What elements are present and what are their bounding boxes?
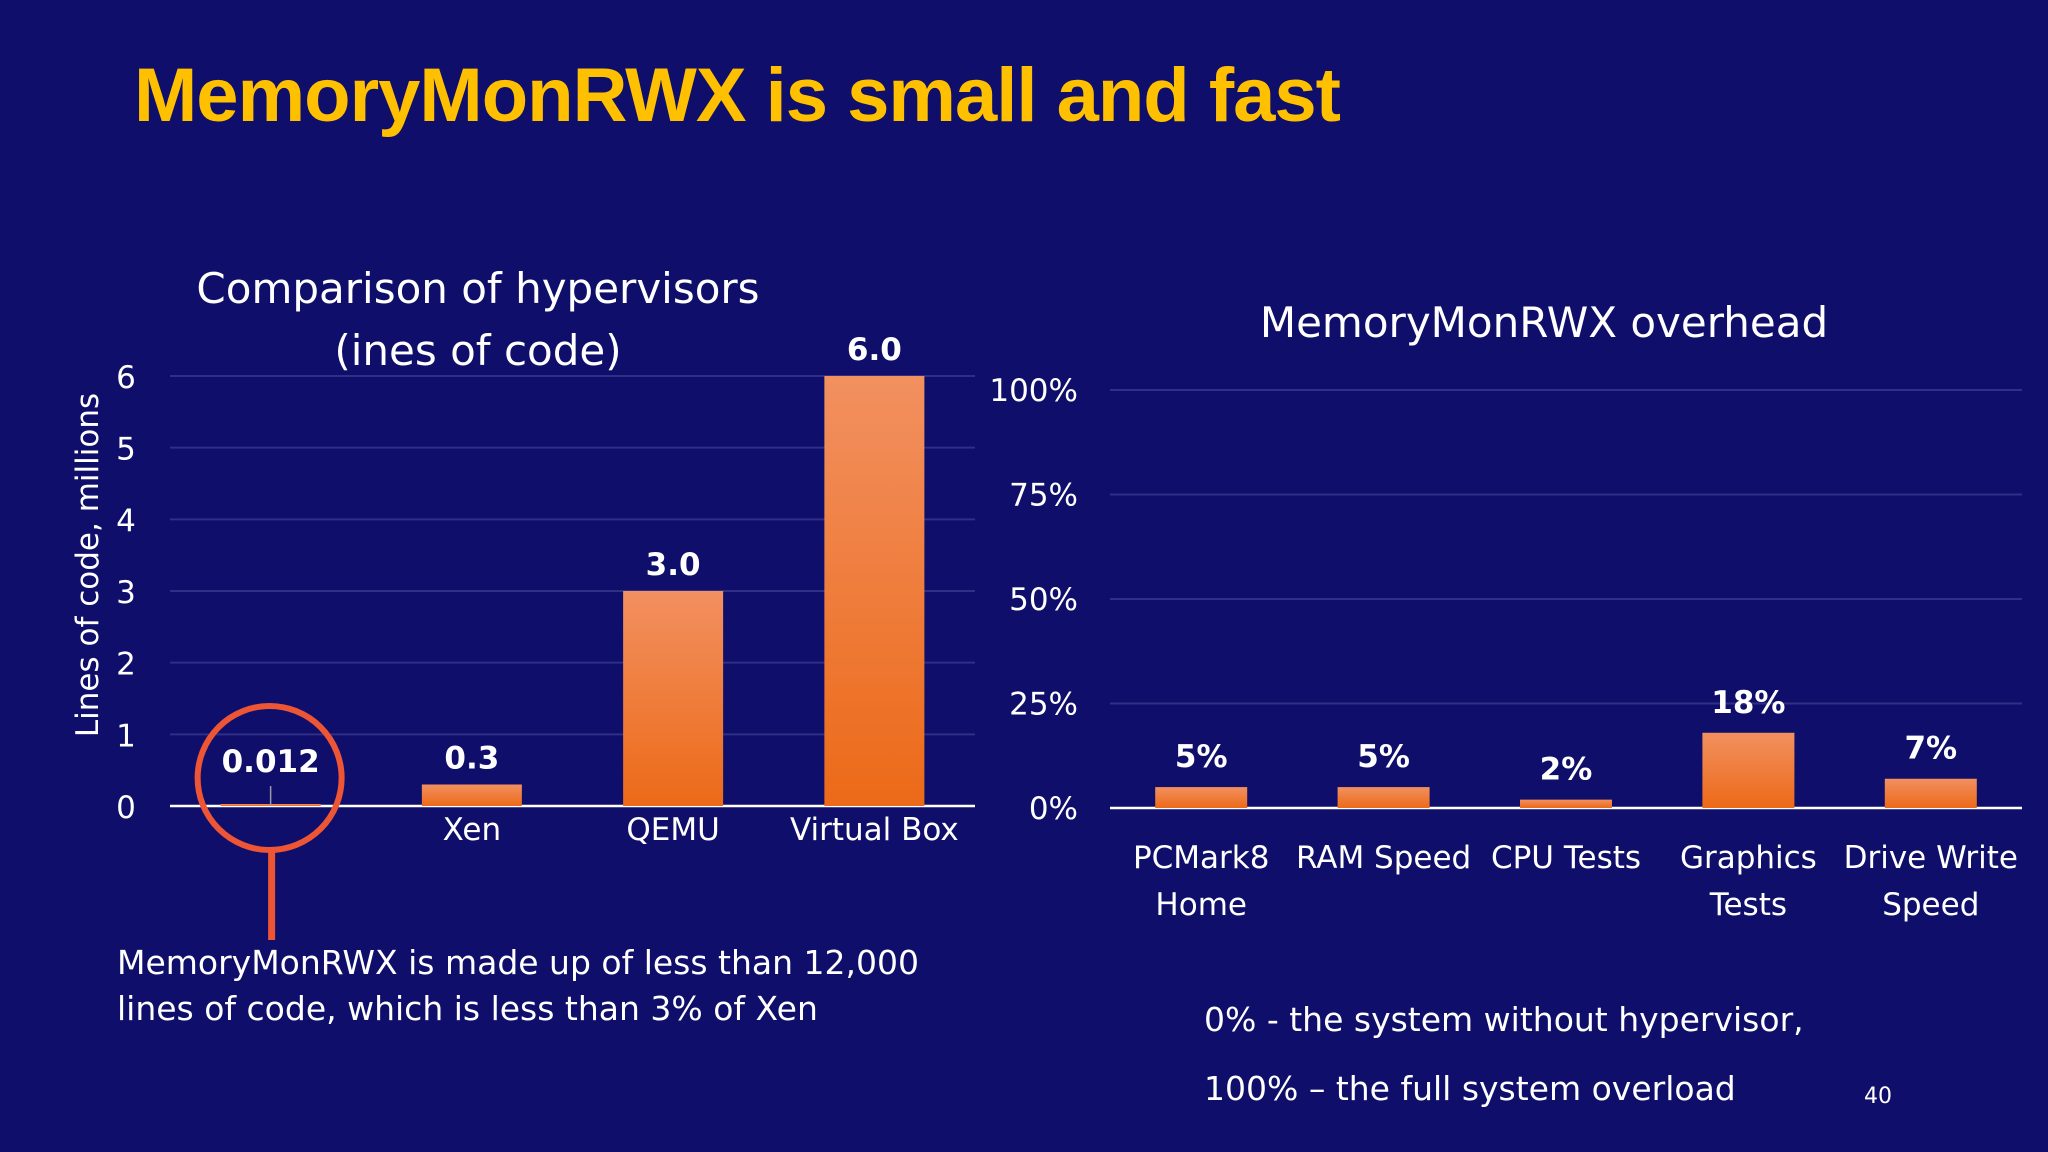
- right-ytick-label: 50%: [1009, 582, 1078, 618]
- left-category-label: Virtual Box: [790, 812, 959, 848]
- right-data-label: 2%: [1540, 752, 1593, 788]
- right-data-label: 18%: [1711, 685, 1785, 721]
- left-chart-title-line1: Comparison of hypervisors: [196, 264, 759, 313]
- right-bar: [1337, 787, 1430, 808]
- right-ytick-label: 25%: [1009, 687, 1078, 723]
- right-category-label: PCMark8: [1133, 840, 1270, 876]
- right-bar: [1155, 787, 1248, 808]
- left-ytick-label: 3: [116, 575, 136, 611]
- callout-note-line1: MemoryMonRWX is made up of less than 12,…: [117, 943, 920, 982]
- left-ytick-label: 0: [116, 790, 136, 826]
- left-chart-ylabel: Lines of code, millions: [70, 393, 106, 737]
- hypervisor-loc-chart: Comparison of hypervisors (ines of code)…: [70, 264, 975, 940]
- right-data-label: 5%: [1175, 739, 1228, 775]
- right-category-label: Home: [1155, 887, 1247, 923]
- right-data-label: 7%: [1904, 731, 1957, 767]
- left-ytick-label: 4: [116, 503, 136, 539]
- legend-note-line2: 100% – the full system overload: [1204, 1069, 1736, 1108]
- left-category-label: QEMU: [626, 812, 719, 848]
- right-category-label: Graphics: [1680, 840, 1817, 876]
- left-ytick-label: 2: [116, 647, 136, 683]
- slide-title: MemoryMonRWX is small and fast: [134, 53, 1341, 138]
- left-data-label: 0.012: [222, 744, 320, 780]
- right-bar: [1884, 778, 1977, 808]
- left-data-label: 6.0: [847, 332, 902, 368]
- right-ytick-label: 75%: [1009, 478, 1078, 514]
- right-category-label: Tests: [1709, 887, 1787, 923]
- left-chart-title-line2: (ines of code): [334, 326, 621, 375]
- left-bar: [421, 784, 522, 806]
- left-ytick-label: 6: [116, 360, 136, 396]
- callout-note-line2: lines of code, which is less than 3% of …: [117, 989, 818, 1028]
- right-category-label: CPU Tests: [1491, 840, 1641, 876]
- right-category-label: Drive Write: [1844, 840, 2018, 876]
- left-category-label: Xen: [443, 812, 502, 848]
- left-ytick-label: 1: [116, 718, 136, 754]
- left-data-label: 0.3: [444, 741, 499, 777]
- legend-note-line1: 0% - the system without hypervisor,: [1204, 1000, 1804, 1039]
- right-bar: [1702, 732, 1795, 808]
- callout-note: MemoryMonRWX is made up of less than 12,…: [117, 940, 919, 1032]
- right-data-label: 5%: [1357, 739, 1410, 775]
- left-bar: [623, 591, 724, 806]
- overhead-chart: MemoryMonRWX overhead 0% 25% 50% 75% 100% 5%…: [989, 298, 2022, 923]
- left-data-label: 3.0: [646, 547, 701, 583]
- left-ytick-label: 5: [116, 432, 136, 468]
- page-number: 40: [1864, 1084, 1892, 1109]
- right-category-label: Speed: [1882, 887, 1979, 923]
- right-ytick-label: 0%: [1029, 791, 1078, 827]
- right-ytick-label: 100%: [989, 373, 1078, 409]
- left-bar: [824, 376, 925, 806]
- right-category-label: RAM Speed: [1296, 840, 1471, 876]
- right-bar: [1520, 799, 1612, 808]
- right-chart-title: MemoryMonRWX overhead: [1260, 298, 1828, 347]
